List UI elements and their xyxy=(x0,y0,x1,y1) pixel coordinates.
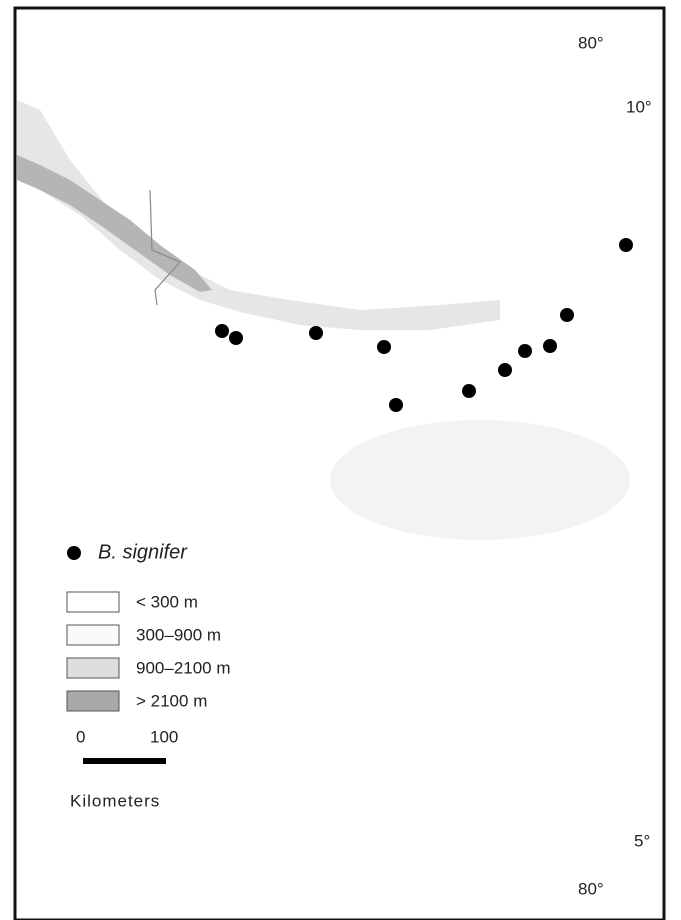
legend-label: 900–2100 m xyxy=(136,658,231,677)
occurrence-point xyxy=(215,324,229,338)
graticule-label: 5° xyxy=(634,831,650,850)
occurrence-point xyxy=(560,308,574,322)
occurrence-point xyxy=(543,339,557,353)
legend-swatch xyxy=(67,658,119,678)
occurrence-point xyxy=(377,340,391,354)
legend-label: > 2100 m xyxy=(136,691,207,710)
occurrence-point xyxy=(389,398,403,412)
graticule-label: 80° xyxy=(578,33,604,52)
legend-label: 300–900 m xyxy=(136,625,221,644)
occurrence-point xyxy=(619,238,633,252)
graticule-label: 80° xyxy=(578,879,604,898)
occurrence-point xyxy=(229,331,243,345)
scale-label: 0 xyxy=(76,727,85,746)
graticule-label: 10° xyxy=(626,97,652,116)
legend-label: B. signifer xyxy=(98,541,188,563)
legend-swatch xyxy=(67,625,119,645)
page: {"map": { "graticule": {"lon_top": "80°"… xyxy=(0,0,681,920)
occurrence-point xyxy=(309,326,323,340)
map: 80° 10° 5° 80° B. signifer < 300 m 300–9… xyxy=(0,0,681,920)
lowland xyxy=(330,420,630,540)
occurrence-point xyxy=(462,384,476,398)
scale-line xyxy=(83,758,166,764)
legend-swatch xyxy=(67,691,119,711)
occurrence-point xyxy=(498,363,512,377)
occurrence-point xyxy=(518,344,532,358)
legend-symbol xyxy=(67,546,81,560)
legend-label: < 300 m xyxy=(136,592,198,611)
scale-unit: Kilometers xyxy=(70,791,160,810)
legend-swatch xyxy=(67,592,119,612)
scale-label: 100 xyxy=(150,727,178,746)
